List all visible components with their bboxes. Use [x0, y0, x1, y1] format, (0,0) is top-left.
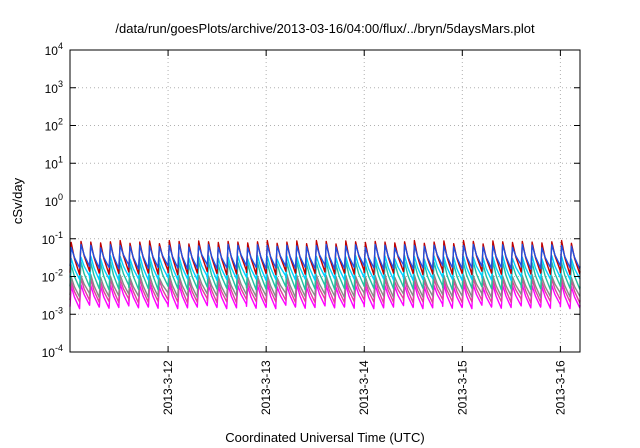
x-axis-label: Coordinated Universal Time (UTC) — [225, 430, 424, 445]
y-tick-label: 10-4 — [42, 343, 63, 360]
grid-lines — [70, 50, 580, 352]
x-tick-label: 2013-3-16 — [553, 360, 567, 415]
x-tick-label: 2013-3-12 — [161, 360, 175, 415]
y-tick-label: 10-1 — [42, 230, 63, 247]
series-line-1 — [69, 277, 581, 304]
y-axis-label: cSv/day — [10, 177, 25, 224]
series-line-5 — [69, 239, 581, 276]
y-axis: 10-4 10-3 10-2 10-1 100 101 102 103 104 — [42, 41, 580, 360]
x-tick-label: 2013-3-15 — [455, 360, 469, 415]
x-axis: 2013-3-12 2013-3-13 2013-3-14 2013-3-15 2013… — [161, 50, 567, 415]
y-tick-label: 10-2 — [42, 268, 63, 285]
chart-title: /data/run/goesPlots/archive/2013-03-16/0… — [115, 21, 535, 36]
x-tick-label: 2013-3-13 — [259, 360, 273, 415]
y-tick-label: 102 — [45, 117, 63, 134]
series-line-4 — [69, 255, 581, 281]
series-line-0 — [69, 283, 581, 310]
series-group — [69, 239, 581, 310]
series-line-6 — [69, 243, 581, 270]
series-line-2 — [69, 273, 581, 298]
y-tick-label: 103 — [45, 79, 63, 96]
series-line-3 — [69, 260, 581, 291]
y-tick-label: 104 — [45, 41, 63, 58]
y-tick-label: 101 — [45, 154, 63, 171]
x-tick-label: 2013-3-14 — [357, 360, 371, 415]
y-tick-label: 10-3 — [42, 305, 63, 322]
y-tick-label: 100 — [45, 192, 63, 209]
